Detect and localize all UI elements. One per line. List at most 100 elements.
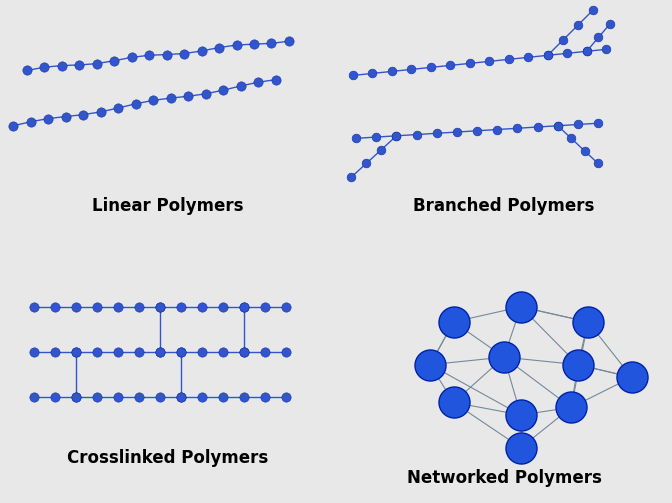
Point xyxy=(196,348,207,356)
Text: Branched Polymers: Branched Polymers xyxy=(413,197,595,215)
Point xyxy=(39,63,50,71)
Point xyxy=(154,348,165,356)
Point xyxy=(259,303,270,311)
Point xyxy=(284,37,294,45)
Point xyxy=(91,303,102,311)
Point xyxy=(56,61,67,69)
Point xyxy=(43,115,54,123)
Point xyxy=(71,393,81,401)
Point xyxy=(8,122,19,130)
Point xyxy=(562,49,573,57)
Point xyxy=(112,348,123,356)
Point xyxy=(492,126,503,134)
Point xyxy=(448,398,459,406)
Point xyxy=(60,113,71,121)
Point xyxy=(214,44,224,52)
Point xyxy=(512,124,523,132)
Point xyxy=(566,403,577,411)
Point xyxy=(411,131,422,139)
Point xyxy=(587,6,598,14)
Point xyxy=(175,303,186,311)
Point xyxy=(249,40,259,48)
Point xyxy=(386,67,397,75)
Point xyxy=(217,348,228,356)
Point xyxy=(503,55,514,63)
Point xyxy=(109,57,120,65)
Point xyxy=(452,128,462,136)
Point xyxy=(133,303,144,311)
Point xyxy=(445,61,456,69)
Point xyxy=(579,147,590,155)
Point xyxy=(144,51,155,59)
Point xyxy=(91,348,102,356)
Point xyxy=(573,21,583,29)
Point xyxy=(183,92,194,100)
Point xyxy=(280,348,291,356)
Point xyxy=(133,393,144,401)
Point xyxy=(431,129,442,137)
Point xyxy=(126,53,137,61)
Point xyxy=(347,71,358,79)
Point xyxy=(464,59,475,67)
Text: Linear Polymers: Linear Polymers xyxy=(92,197,244,215)
Point xyxy=(472,127,482,135)
Point xyxy=(593,119,603,127)
Point xyxy=(133,348,144,356)
Point xyxy=(49,348,60,356)
Point xyxy=(235,82,246,90)
Point xyxy=(573,361,583,369)
Text: Crosslinked Polymers: Crosslinked Polymers xyxy=(67,449,269,467)
Point xyxy=(196,303,207,311)
Point xyxy=(179,49,190,57)
Point xyxy=(532,123,543,131)
Point xyxy=(581,47,592,55)
Point xyxy=(238,303,249,311)
Point xyxy=(238,393,249,401)
Point xyxy=(425,361,435,369)
Point xyxy=(175,348,186,356)
Point xyxy=(28,303,39,311)
Point xyxy=(71,393,81,401)
Point xyxy=(154,303,165,311)
Point xyxy=(391,132,402,140)
Point xyxy=(91,393,102,401)
Point xyxy=(425,63,436,71)
Point xyxy=(74,61,85,69)
Point xyxy=(280,303,291,311)
Point xyxy=(351,134,362,142)
Point xyxy=(593,34,603,42)
Point xyxy=(515,411,526,419)
Point xyxy=(196,393,207,401)
Point xyxy=(583,318,593,326)
Point xyxy=(566,134,577,142)
Point xyxy=(49,303,60,311)
Point xyxy=(601,45,612,53)
Point xyxy=(148,97,159,105)
Point xyxy=(161,50,172,58)
Point xyxy=(217,303,228,311)
Point xyxy=(626,373,637,381)
Point xyxy=(154,348,165,356)
Point xyxy=(112,303,123,311)
Point xyxy=(605,20,616,28)
Point xyxy=(175,348,186,356)
Point xyxy=(266,39,277,47)
Point xyxy=(26,118,36,126)
Point xyxy=(371,133,382,141)
Point xyxy=(71,303,81,311)
Point xyxy=(542,51,553,59)
Point xyxy=(91,59,102,67)
Point xyxy=(515,303,526,311)
Point xyxy=(406,65,417,73)
Point xyxy=(218,86,228,94)
Point xyxy=(231,41,242,49)
Point xyxy=(259,348,270,356)
Point xyxy=(28,393,39,401)
Point xyxy=(22,66,32,74)
Point xyxy=(95,108,106,116)
Point xyxy=(154,393,165,401)
Point xyxy=(280,393,291,401)
Point xyxy=(196,47,207,55)
Point xyxy=(523,53,534,61)
Point xyxy=(448,318,459,326)
